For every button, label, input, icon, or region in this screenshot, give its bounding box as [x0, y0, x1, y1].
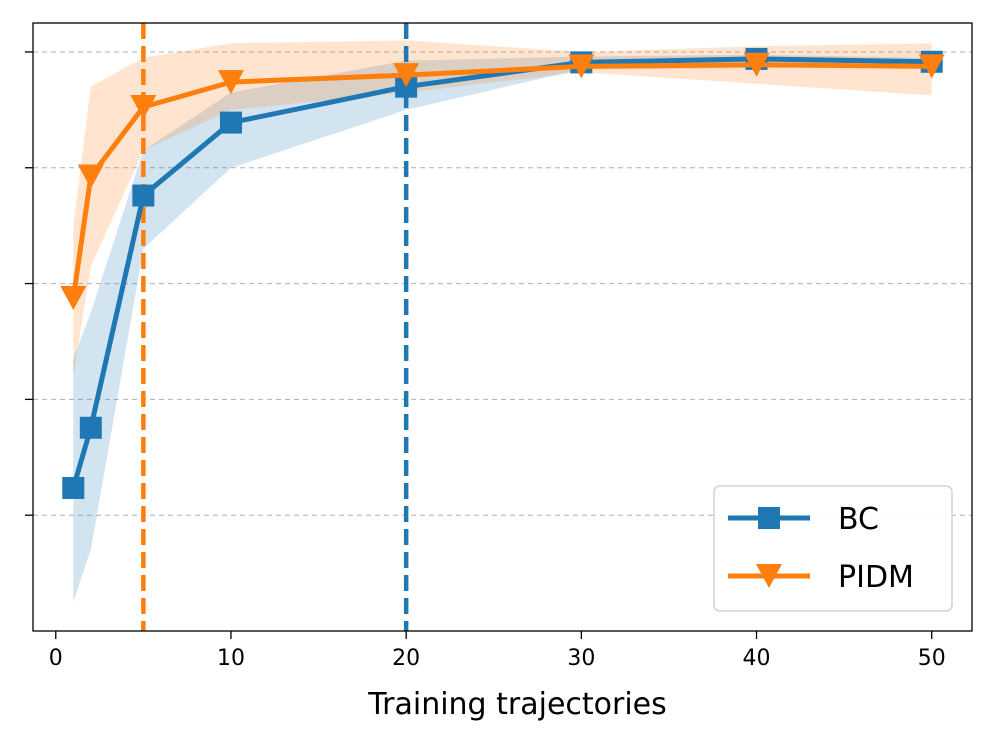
point-bc: [132, 184, 155, 207]
band-pidm: [73, 40, 932, 377]
x-axis-title: Training trajectories: [367, 687, 667, 722]
legend-box: [713, 485, 953, 612]
point-bc: [219, 111, 242, 134]
point-pidm: [918, 54, 945, 79]
series-lines: [60, 47, 945, 499]
point-pidm: [217, 70, 244, 95]
point-pidm: [568, 54, 595, 79]
x-tick-label: 40: [743, 646, 771, 671]
x-tick-label: 50: [918, 646, 946, 671]
point-bc: [62, 476, 85, 499]
point-pidm: [60, 286, 87, 311]
x-tick-label: 30: [567, 646, 595, 671]
point-bc: [79, 416, 102, 439]
x-tick-label: 10: [217, 646, 245, 671]
point-pidm: [743, 52, 770, 77]
legend-marker-pidm: [756, 564, 782, 588]
point-pidm: [393, 63, 420, 88]
legend-marker-bc: [758, 507, 780, 529]
confidence-bands: [73, 40, 932, 603]
legend-label-bc: BC: [838, 502, 879, 537]
axes: 0 10 20 30 40 50: [25, 22, 973, 671]
reference-lines: [141, 23, 409, 631]
point-pidm: [77, 164, 104, 189]
point-pidm: [130, 94, 157, 119]
x-tick-label: 0: [49, 646, 63, 671]
legend-label-pidm: PIDM: [838, 560, 914, 595]
grid-layer: [33, 51, 972, 516]
line-bc: [70, 56, 932, 489]
plot-frame: [32, 22, 973, 632]
x-tick-label: 20: [392, 646, 420, 671]
legend: BC PIDM: [713, 485, 953, 612]
